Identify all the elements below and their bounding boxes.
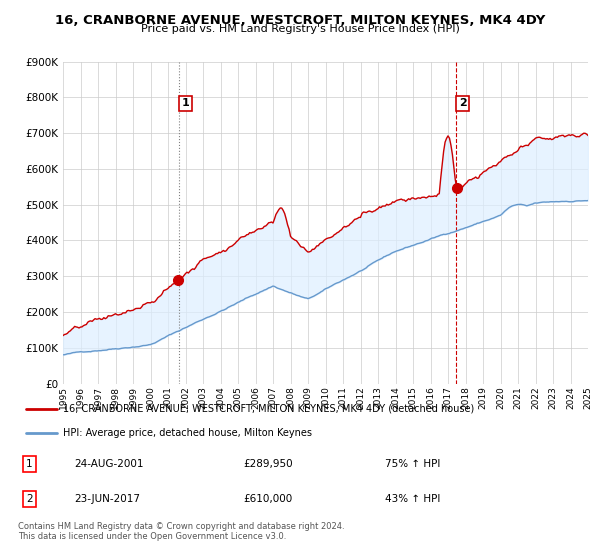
Text: 23-JUN-2017: 23-JUN-2017 (74, 494, 140, 504)
Text: Contains HM Land Registry data © Crown copyright and database right 2024.
This d: Contains HM Land Registry data © Crown c… (18, 522, 344, 542)
Text: 16, CRANBORNE AVENUE, WESTCROFT, MILTON KEYNES, MK4 4DY (detached house): 16, CRANBORNE AVENUE, WESTCROFT, MILTON … (63, 404, 475, 414)
Text: £610,000: £610,000 (244, 494, 293, 504)
Text: Price paid vs. HM Land Registry's House Price Index (HPI): Price paid vs. HM Land Registry's House … (140, 24, 460, 34)
Text: 2: 2 (459, 99, 467, 109)
Text: 16, CRANBORNE AVENUE, WESTCROFT, MILTON KEYNES, MK4 4DY: 16, CRANBORNE AVENUE, WESTCROFT, MILTON … (55, 14, 545, 27)
Text: 1: 1 (26, 459, 32, 469)
Text: £289,950: £289,950 (244, 459, 293, 469)
Text: 1: 1 (181, 99, 189, 109)
Text: 75% ↑ HPI: 75% ↑ HPI (385, 459, 440, 469)
Text: 2: 2 (26, 494, 32, 504)
Text: 43% ↑ HPI: 43% ↑ HPI (385, 494, 440, 504)
Text: HPI: Average price, detached house, Milton Keynes: HPI: Average price, detached house, Milt… (63, 428, 312, 437)
Text: 24-AUG-2001: 24-AUG-2001 (74, 459, 144, 469)
